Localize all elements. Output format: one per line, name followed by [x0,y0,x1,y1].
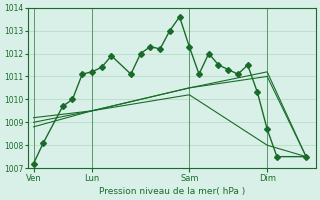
X-axis label: Pression niveau de la mer( hPa ): Pression niveau de la mer( hPa ) [99,187,245,196]
